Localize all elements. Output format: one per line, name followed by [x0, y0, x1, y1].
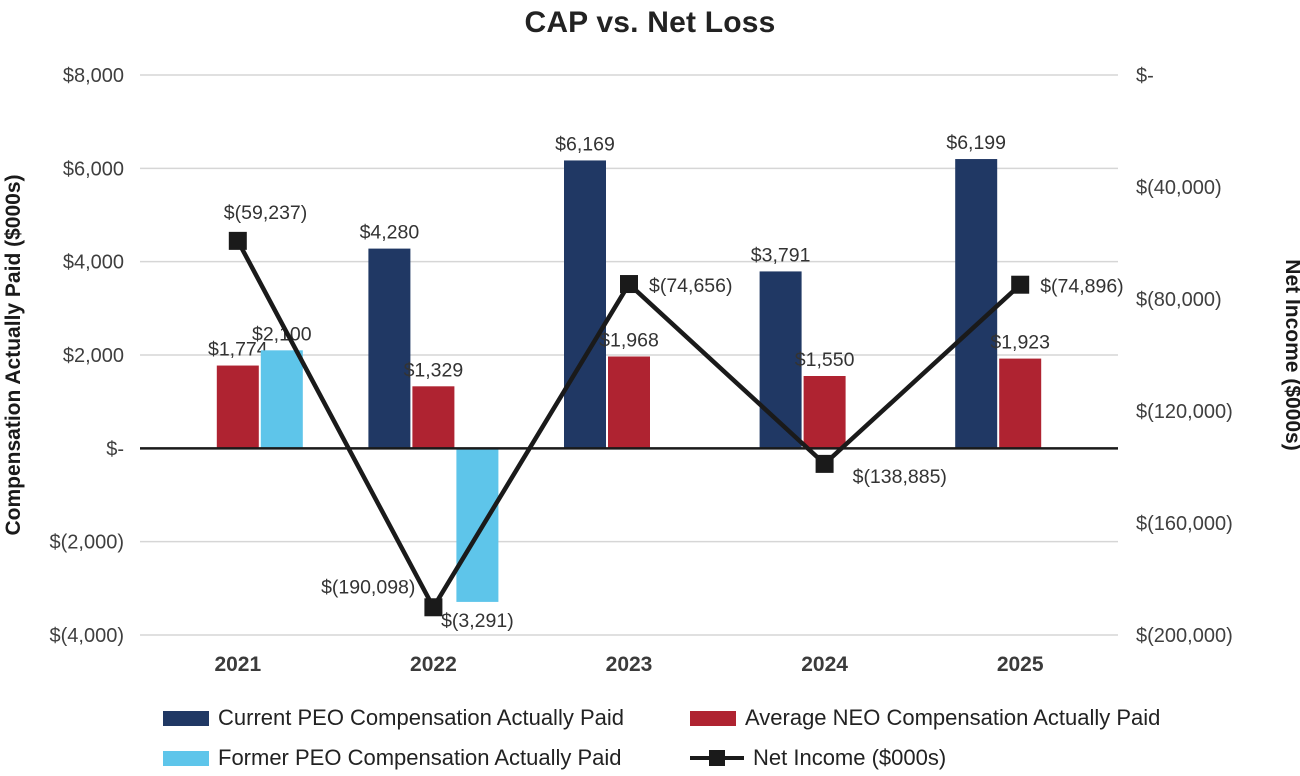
x-axis-label: 2025 [997, 653, 1044, 676]
chart-legend: Current PEO Compensation Actually Paid Av… [163, 707, 1243, 769]
right-axis-title: Net Income ($000s) [1281, 259, 1300, 450]
bar-value-label: $2,100 [252, 323, 312, 345]
net-income-marker [1011, 275, 1030, 294]
legend-item: Former PEO Compensation Actually Paid [163, 747, 690, 769]
bar [999, 358, 1042, 449]
bar [759, 271, 802, 449]
bar-value-label: $1,968 [599, 329, 659, 351]
bar-value-label: $6,169 [555, 133, 615, 155]
left-axis-tick: $2,000 [63, 345, 124, 367]
x-axis-label: 2022 [410, 653, 457, 676]
legend-swatch [163, 750, 209, 766]
net-income-legend-marker [690, 750, 744, 766]
net-income-label: $(59,237) [224, 202, 307, 224]
left-axis-tick: $(2,000) [50, 532, 125, 554]
bar [368, 248, 411, 449]
legend-item: Net Income ($000s) [690, 747, 1243, 769]
bar [608, 356, 650, 449]
left-axis-tick: $(4,000) [50, 625, 125, 647]
net-income-marker [620, 275, 638, 294]
bar-value-label: $1,774 [208, 339, 268, 361]
left-axis-tick: $8,000 [63, 65, 124, 87]
bar-value-label: $1,329 [404, 359, 464, 381]
right-axis-tick: $(120,000) [1136, 401, 1233, 423]
right-axis-tick: $- [1136, 65, 1154, 87]
bar [456, 448, 499, 602]
legend-label: Net Income ($000s) [753, 745, 947, 770]
left-axis-tick: $6,000 [63, 158, 124, 180]
bar-value-label: $1,550 [795, 349, 855, 371]
legend-swatch [163, 710, 209, 726]
bar-value-label: $6,199 [946, 132, 1006, 154]
left-axis-title: Compensation Actually Paid ($000s) [2, 175, 25, 536]
bar [564, 160, 606, 449]
legend-item: Average NEO Compensation Actually Paid [690, 707, 1243, 729]
net-income-label: $(138,885) [853, 466, 947, 488]
bar [260, 350, 303, 449]
legend-item: Current PEO Compensation Actually Paid [163, 707, 690, 729]
legend-label: Former PEO Compensation Actually Paid [218, 745, 622, 770]
bar-value-label: $3,791 [751, 244, 811, 266]
net-income-marker [815, 454, 834, 473]
legend-label: Average NEO Compensation Actually Paid [745, 705, 1161, 730]
bar [955, 159, 998, 449]
left-axis-tick: $4,000 [63, 252, 124, 274]
x-axis-label: 2021 [214, 653, 261, 676]
right-axis-tick: $(160,000) [1136, 513, 1233, 535]
bar [412, 386, 455, 449]
net-income-marker [424, 598, 443, 617]
bar [216, 365, 259, 449]
bar-value-label: $(3,291) [441, 610, 514, 632]
bar-value-label: $1,923 [990, 332, 1050, 354]
x-axis-label: 2023 [606, 653, 653, 676]
left-axis-tick: $- [106, 438, 124, 460]
x-axis-label: 2024 [801, 653, 848, 676]
bar [803, 376, 846, 449]
bar-value-label: $4,280 [360, 222, 420, 244]
net-income-marker [228, 231, 247, 250]
net-income-label: $(74,656) [649, 275, 732, 297]
right-axis-tick: $(80,000) [1136, 289, 1222, 311]
right-axis-tick: $(200,000) [1136, 625, 1233, 647]
legend-label: Current PEO Compensation Actually Paid [218, 705, 624, 730]
right-axis-tick: $(40,000) [1136, 177, 1222, 199]
net-income-label: $(190,098) [321, 576, 415, 598]
legend-swatch [690, 710, 736, 726]
net-income-label: $(74,896) [1040, 276, 1123, 298]
chart-title: CAP vs. Net Loss [524, 6, 776, 39]
